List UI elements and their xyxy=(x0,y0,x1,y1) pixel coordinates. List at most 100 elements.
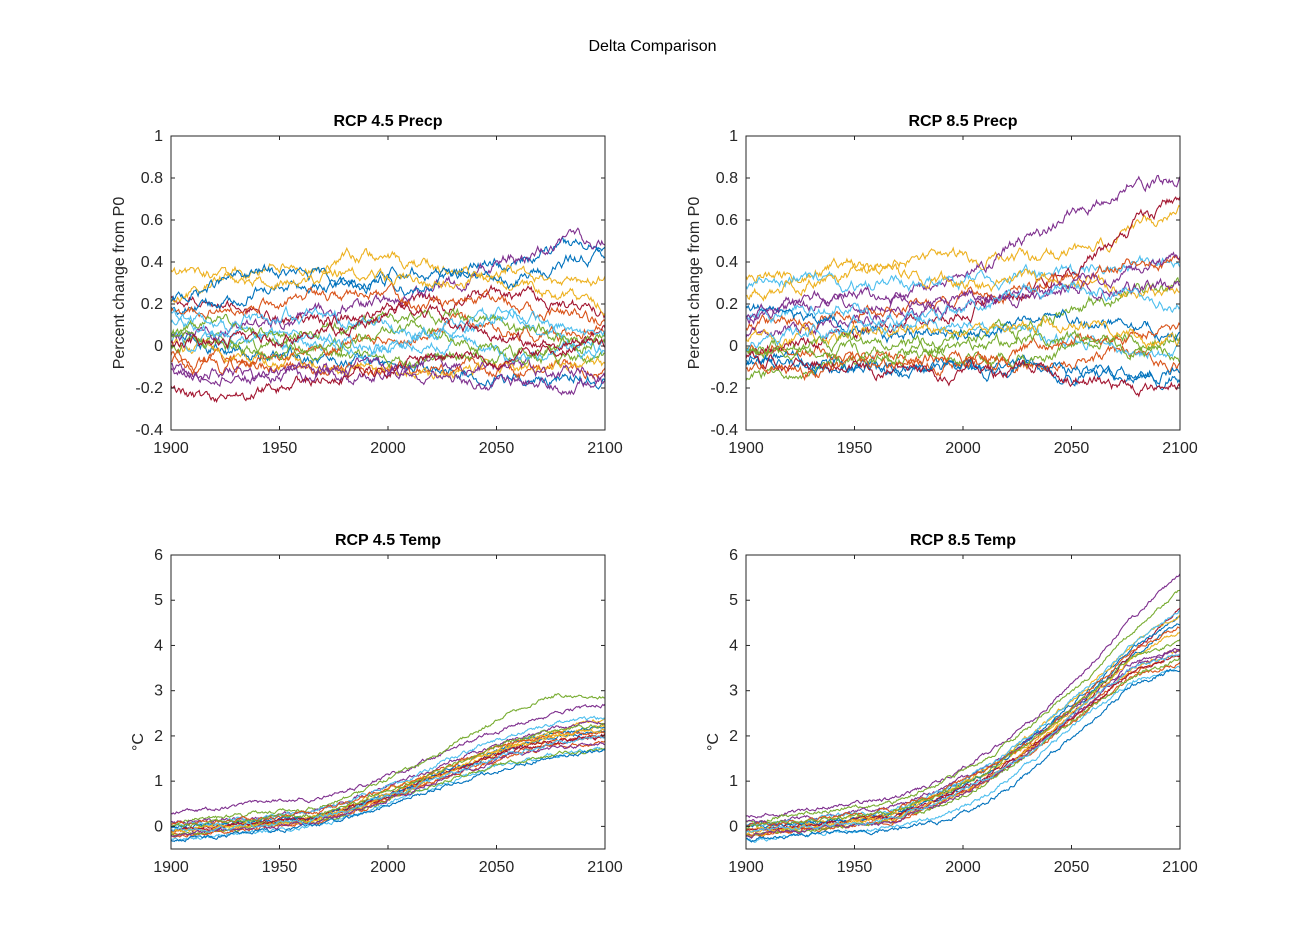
y-tick-label: 5 xyxy=(154,592,163,609)
y-tick-label: -0.4 xyxy=(710,422,738,439)
series-group xyxy=(171,692,605,843)
y-tick-label: 0.2 xyxy=(716,296,738,313)
x-tick-label: 2100 xyxy=(1162,440,1198,457)
series-line-3 xyxy=(746,649,1180,833)
series-line-15 xyxy=(171,748,605,843)
y-tick-label: 1 xyxy=(154,128,163,145)
y-tick-label: -0.2 xyxy=(135,380,163,397)
y-tick-label: 3 xyxy=(154,683,163,700)
series-line-20 xyxy=(746,653,1180,833)
subplot-3: 1900 1950 2000 2050 2100 0 1 2 3 4 5 6 RCP 4.5 Temp °… xyxy=(130,532,623,876)
series-line-21 xyxy=(171,301,605,352)
x-tick-label: 2100 xyxy=(587,440,623,457)
series-line-4 xyxy=(746,174,1180,326)
series-line-9 xyxy=(171,311,605,377)
y-tick-label: 5 xyxy=(729,592,738,609)
series-line-14 xyxy=(746,654,1180,832)
axes-frame xyxy=(170,135,606,431)
series-line-14 xyxy=(746,349,1180,398)
series-line-12 xyxy=(746,657,1180,839)
y-tick-label: 1 xyxy=(729,773,738,790)
y-tick-label: 0.8 xyxy=(141,170,163,187)
y-tick-label: 0.4 xyxy=(141,254,163,271)
subplot-1: 1900 1950 2000 2050 2100 -0.4 -0.2 0 0.2 0.4 0.6 0.… xyxy=(111,113,623,457)
series-line-13 xyxy=(171,715,605,828)
series-line-18 xyxy=(171,356,605,396)
series-line-11 xyxy=(171,227,605,342)
subplot-title: RCP 4.5 Temp xyxy=(335,532,441,549)
series-line-3 xyxy=(171,724,605,832)
y-tick-label: 0.8 xyxy=(716,170,738,187)
x-tick-label: 2000 xyxy=(945,440,981,457)
x-tick-label: 1950 xyxy=(837,859,873,876)
y-tick-label: 0.6 xyxy=(716,212,738,229)
series-line-5 xyxy=(746,589,1180,824)
subplot-title: RCP 4.5 Precp xyxy=(333,113,442,130)
x-tick-label: 2050 xyxy=(1054,440,1090,457)
y-axis-label: Percent change from P0 xyxy=(686,197,703,370)
series-line-20 xyxy=(171,735,605,834)
series-line-19 xyxy=(746,638,1180,829)
x-tick-label: 1950 xyxy=(837,440,873,457)
y-tick-label: 0 xyxy=(154,818,163,835)
series-line-17 xyxy=(171,728,605,835)
series-line-8 xyxy=(171,725,605,829)
series-line-4 xyxy=(171,703,605,815)
series-line-7 xyxy=(171,284,605,326)
y-tick-label: 2 xyxy=(154,728,163,745)
series-line-3 xyxy=(746,204,1180,285)
y-axis-label: Percent change from P0 xyxy=(111,197,128,370)
y-tick-label: 0 xyxy=(729,338,738,355)
x-tick-label: 2050 xyxy=(479,440,515,457)
y-tick-label: 0.2 xyxy=(141,296,163,313)
y-axis-label: °C xyxy=(130,733,147,751)
series-line-15 xyxy=(171,246,605,303)
y-tick-label: -0.4 xyxy=(135,422,163,439)
y-tick-label: 0.6 xyxy=(141,212,163,229)
x-tick-label: 2000 xyxy=(945,859,981,876)
subplot-title: RCP 8.5 Temp xyxy=(910,532,1016,549)
series-line-18 xyxy=(746,647,1180,839)
series-line-10 xyxy=(746,614,1180,831)
series-line-16 xyxy=(171,730,605,826)
x-tick-label: 2100 xyxy=(587,859,623,876)
series-line-6 xyxy=(171,330,605,365)
y-tick-label: 4 xyxy=(729,637,738,654)
y-tick-label: 0.4 xyxy=(716,254,738,271)
y-axis-label: °C xyxy=(705,733,722,751)
y-tick-label: 0 xyxy=(729,818,738,835)
axes-frame xyxy=(170,554,606,850)
x-tick-label: 1950 xyxy=(262,440,298,457)
x-tick-label: 2050 xyxy=(1054,859,1090,876)
x-tick-label: 1900 xyxy=(153,859,189,876)
subplot-2: 1900 1950 2000 2050 2100 -0.4 -0.2 0 0.2 0.4 0.6 0.… xyxy=(686,113,1198,457)
y-tick-label: 0 xyxy=(154,338,163,355)
series-line-11 xyxy=(746,649,1180,825)
series-line-14 xyxy=(171,733,605,833)
series-line-8 xyxy=(171,235,605,316)
series-line-10 xyxy=(171,246,605,317)
x-tick-label: 1900 xyxy=(153,440,189,457)
subplot-4: 1900 1950 2000 2050 2100 0 1 2 3 4 5 6 RCP 8.5 Temp °… xyxy=(705,532,1198,876)
series-line-16 xyxy=(746,626,1180,827)
series-line-15 xyxy=(746,668,1180,843)
series-line-4 xyxy=(746,573,1180,819)
series-group xyxy=(746,174,1180,398)
figure-title: Delta Comparison xyxy=(588,38,717,55)
x-tick-label: 1950 xyxy=(262,859,298,876)
y-tick-label: 4 xyxy=(154,637,163,654)
x-tick-label: 2050 xyxy=(479,859,515,876)
y-tick-label: 6 xyxy=(154,547,163,564)
y-tick-label: 6 xyxy=(729,547,738,564)
series-line-19 xyxy=(171,722,605,828)
subplot-title: RCP 8.5 Precp xyxy=(908,113,1017,130)
y-tick-label: 2 xyxy=(729,728,738,745)
series-line-6 xyxy=(746,254,1180,293)
series-line-13 xyxy=(171,306,605,356)
series-line-20 xyxy=(746,280,1180,352)
series-line-6 xyxy=(746,665,1180,844)
series-line-17 xyxy=(171,264,605,291)
x-tick-label: 1900 xyxy=(728,859,764,876)
